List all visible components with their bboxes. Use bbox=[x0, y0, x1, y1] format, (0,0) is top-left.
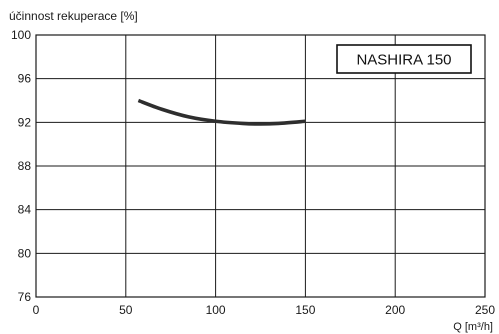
x-axis-title: Q [m³/h] bbox=[453, 321, 493, 333]
x-tick-label: 0 bbox=[33, 303, 40, 317]
x-tick-label: 100 bbox=[206, 303, 226, 317]
x-tick-labels: 0 50 100 150 200 250 bbox=[33, 303, 496, 317]
y-tick-label: 80 bbox=[18, 246, 32, 260]
y-tick-label: 88 bbox=[18, 159, 32, 173]
y-axis-title: účinnost rekuperace [%] bbox=[9, 9, 138, 23]
y-tick-label: 84 bbox=[18, 203, 32, 217]
series bbox=[137, 98, 306, 126]
y-tick-labels: 76 80 84 88 92 96 100 bbox=[11, 28, 31, 304]
series-line bbox=[137, 98, 306, 126]
legend-label: NASHIRA 150 bbox=[356, 52, 451, 69]
y-tick-label: 76 bbox=[18, 290, 32, 304]
grid bbox=[36, 35, 485, 297]
y-tick-label: 100 bbox=[11, 28, 31, 42]
x-tick-label: 50 bbox=[119, 303, 133, 317]
plot-frame bbox=[35, 34, 486, 298]
legend-box bbox=[336, 44, 472, 74]
legend: NASHIRA 150 bbox=[336, 44, 472, 74]
y-tick-label: 96 bbox=[18, 72, 32, 86]
x-tick-label: 150 bbox=[295, 303, 315, 317]
x-tick-label: 200 bbox=[385, 303, 405, 317]
x-tick-label: 250 bbox=[475, 303, 495, 317]
y-tick-label: 92 bbox=[18, 115, 32, 129]
